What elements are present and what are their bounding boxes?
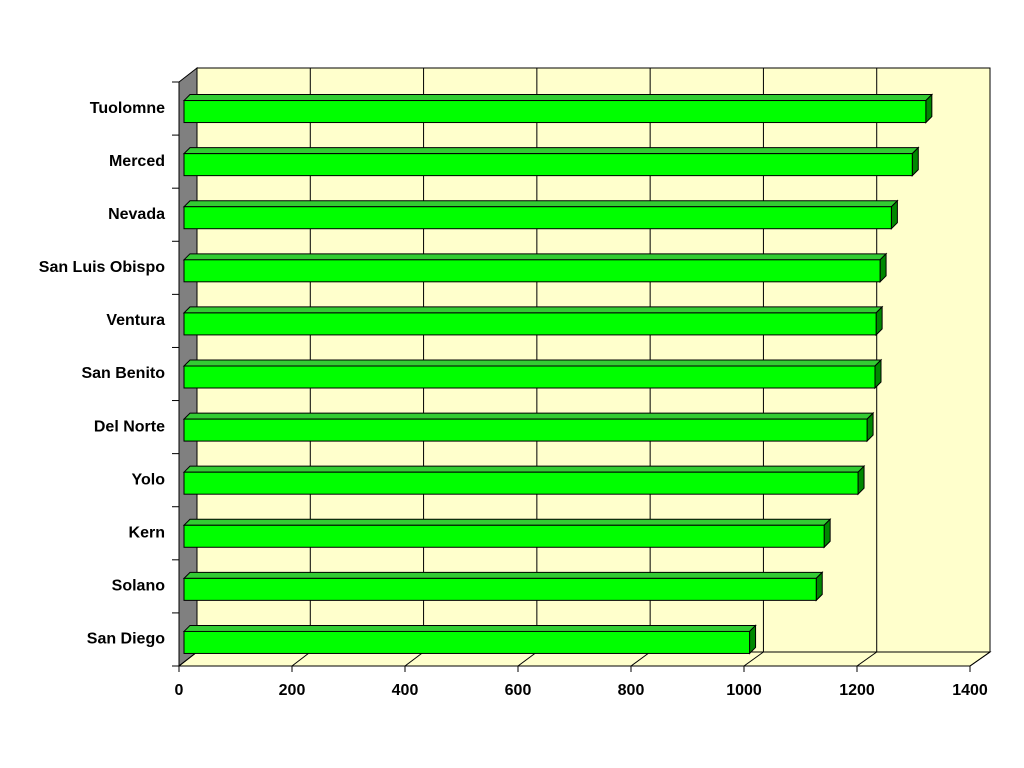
grid-line [743,651,764,667]
bar-top [182,571,824,579]
bar [183,418,868,442]
bar [183,312,877,336]
y-tick-label: Kern [129,524,165,541]
bar [183,524,825,548]
bar [183,153,913,177]
y-tick-label: Merced [109,153,165,170]
x-tick-label: 800 [618,682,645,699]
x-tick-label: 400 [392,682,419,699]
bar-top [182,306,884,314]
x-tick-label: 1200 [839,682,875,699]
bar-top [182,359,883,367]
x-tick-label: 200 [279,682,306,699]
grid-line [630,651,651,667]
bar-top [182,147,920,155]
bar [183,471,859,495]
x-tick-label: 1000 [726,682,762,699]
bar-top [182,200,899,208]
y-tick-label: Nevada [108,206,165,223]
bar [183,259,881,283]
y-tick-label: Del Norte [94,418,165,435]
bar-top [182,465,866,473]
y-tick-label: Solano [112,578,166,595]
bar [183,577,817,601]
x-tick-label: 600 [505,682,532,699]
bar-top [182,412,875,420]
grid-line [404,651,424,667]
bar [183,630,751,654]
grid-line [969,651,991,667]
x-tick-label: 1400 [952,682,988,699]
y-tick-label: San Diego [87,631,165,648]
y-tick-label: San Benito [81,365,165,382]
bar-top [182,624,757,632]
x-tick-label: 0 [175,682,184,699]
grid-line [856,651,878,667]
bar-top [182,253,888,261]
grid-line [291,651,311,667]
grid-line [178,651,198,667]
bar [183,206,892,230]
grid-line [517,651,538,667]
bar [183,100,927,124]
bar-top [182,518,832,526]
y-tick-label: San Luis Obispo [39,259,165,276]
bar [183,365,876,389]
y-tick-label: Tuolomne [90,100,165,117]
bar-top [182,94,934,102]
y-tick-label: Ventura [106,312,165,329]
y-tick-label: Yolo [132,471,166,488]
